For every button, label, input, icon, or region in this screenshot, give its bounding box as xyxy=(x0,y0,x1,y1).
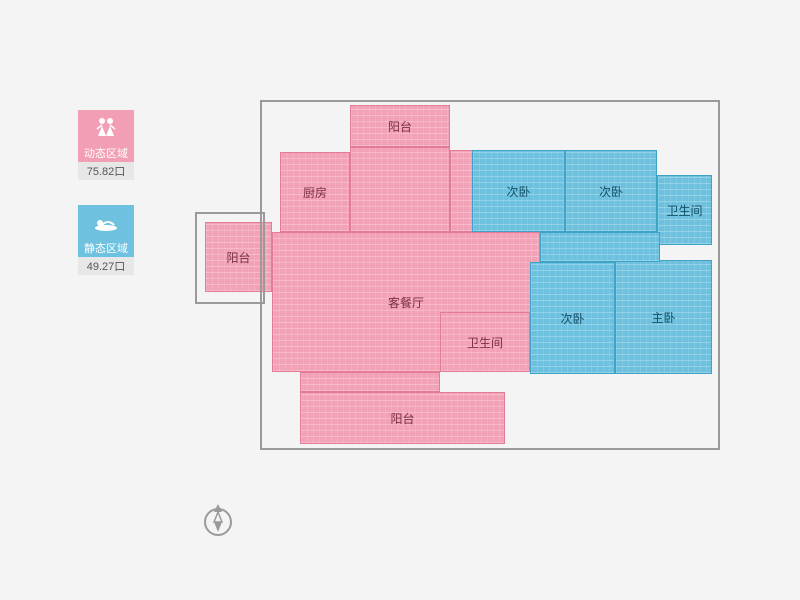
compass-icon xyxy=(200,500,236,540)
room-label: 阳台 xyxy=(390,410,414,427)
room-label: 客餐厅 xyxy=(388,294,424,311)
room-balcony-bottom: 阳台 xyxy=(300,392,505,444)
room-kitchen: 厨房 xyxy=(280,152,350,232)
legend-static: 静态区域 49.27口 xyxy=(78,205,134,275)
room-bed2-c: 次卧 xyxy=(530,262,615,374)
room-label: 厨房 xyxy=(303,184,327,201)
people-icon xyxy=(92,116,120,138)
room-label: 主卧 xyxy=(651,309,675,326)
room-label: 卫生间 xyxy=(666,202,702,219)
room-balcony-left: 阳台 xyxy=(205,222,272,292)
room-bath-east: 卫生间 xyxy=(657,175,712,245)
room-bed-main: 主卧 xyxy=(615,260,712,374)
sleep-icon xyxy=(92,211,120,233)
room-label: 次卧 xyxy=(560,310,584,327)
room-label: 次卧 xyxy=(506,183,530,200)
legend-dynamic-title: 动态区域 xyxy=(78,144,134,162)
stage: 动态区域 75.82口 静态区域 49.27口 阳台厨房客餐厅阳台卫生间阳台次卧… xyxy=(0,0,800,600)
room-gap-bottom xyxy=(300,372,440,392)
room-bath-west: 卫生间 xyxy=(440,312,530,372)
room-label: 阳台 xyxy=(226,249,250,266)
room-blue-hall xyxy=(540,232,660,262)
legend-static-title: 静态区域 xyxy=(78,239,134,257)
legend-dynamic: 动态区域 75.82口 xyxy=(78,110,134,180)
legend-static-icon xyxy=(78,205,134,239)
room-label: 阳台 xyxy=(388,118,412,135)
room-balcony-top: 阳台 xyxy=(350,105,450,147)
legend-dynamic-value: 75.82口 xyxy=(78,162,134,180)
legend-dynamic-icon xyxy=(78,110,134,144)
room-label: 次卧 xyxy=(599,183,623,200)
room-corridor-top xyxy=(350,147,450,232)
room-label: 卫生间 xyxy=(467,334,503,351)
room-bed2-a: 次卧 xyxy=(472,150,565,232)
legend-static-value: 49.27口 xyxy=(78,257,134,275)
room-bed2-b: 次卧 xyxy=(565,150,657,232)
